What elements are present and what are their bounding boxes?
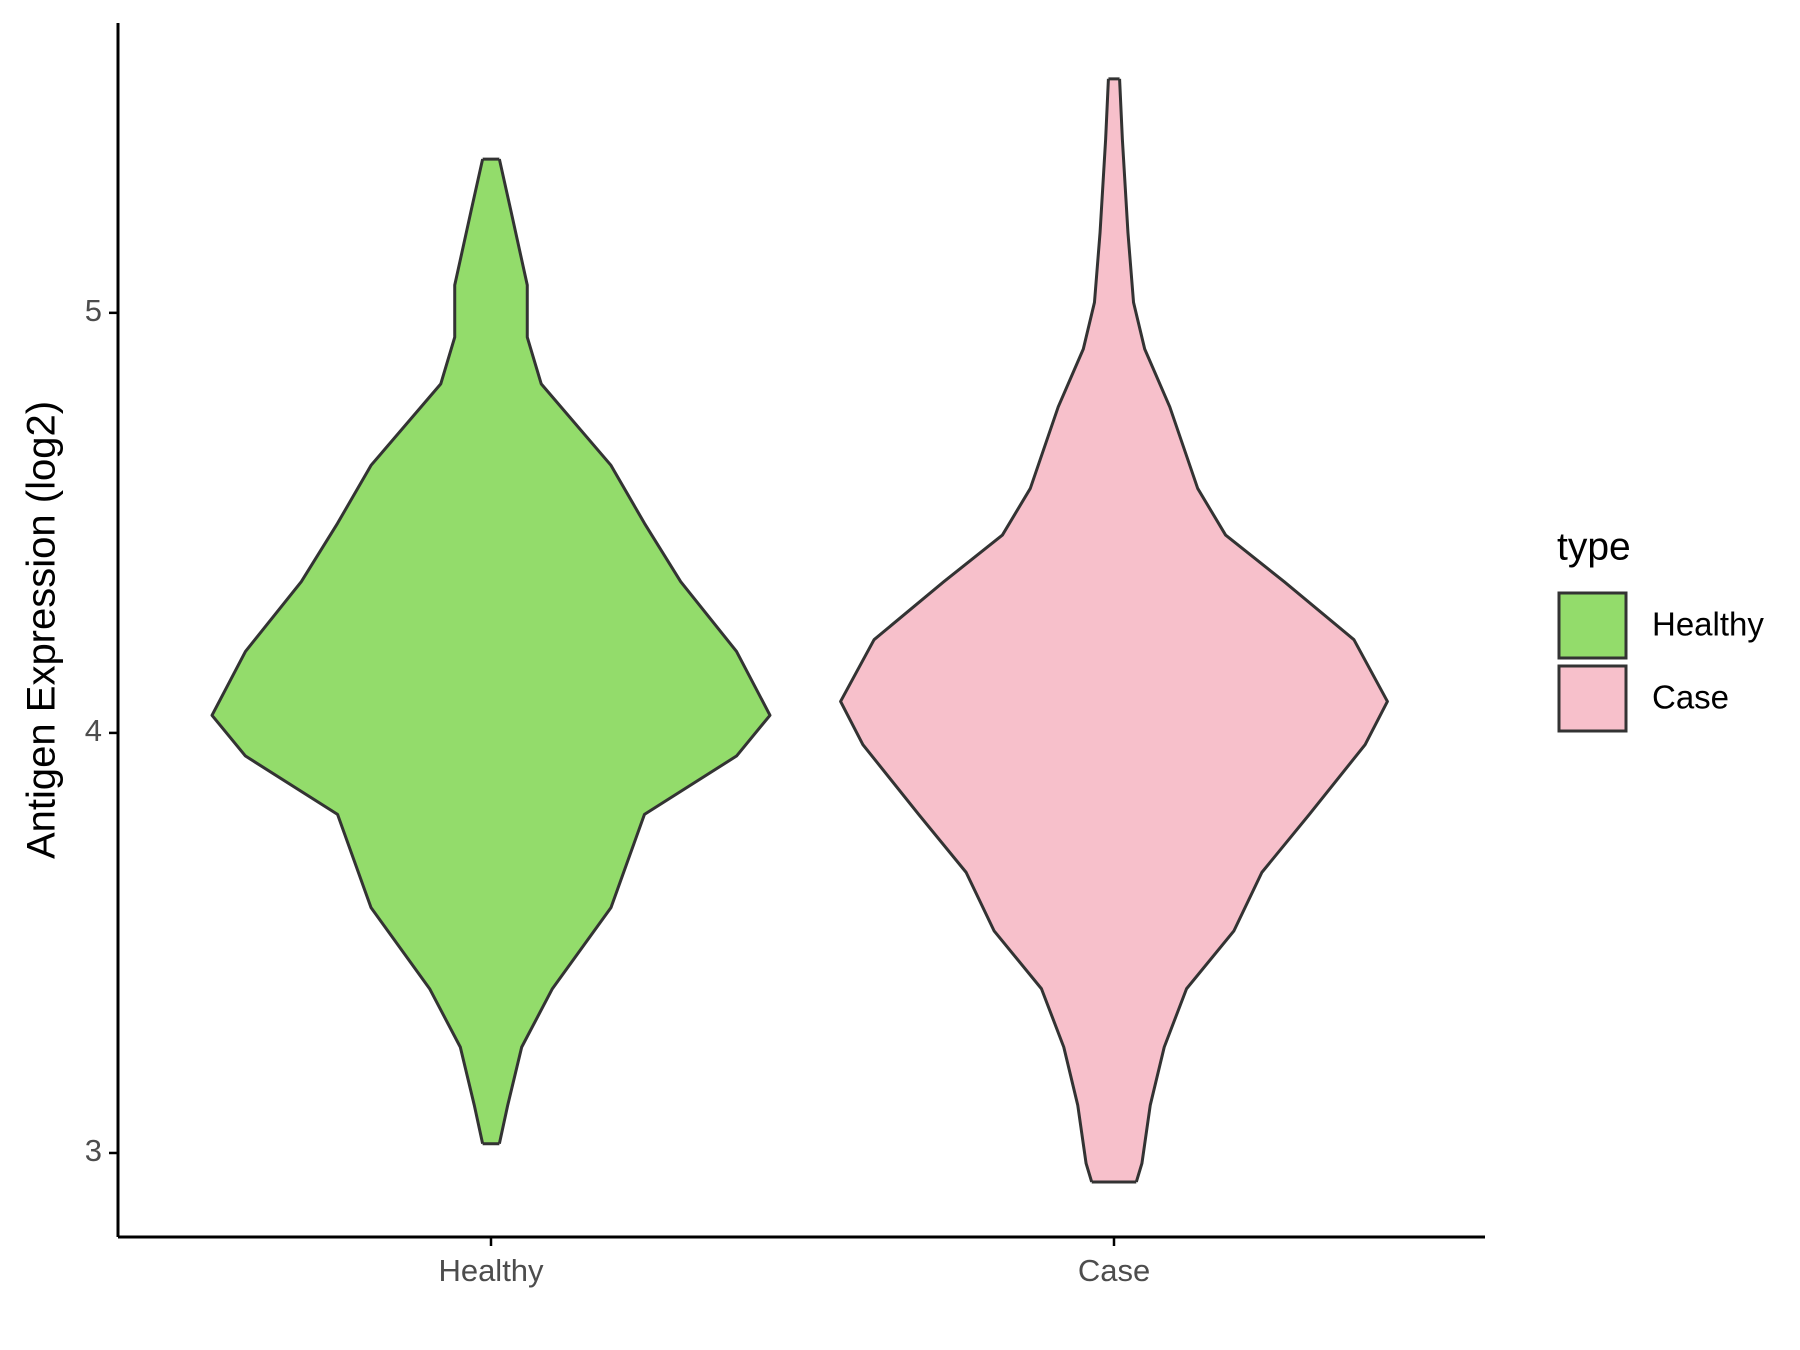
y-tick-label: 3 — [85, 1133, 102, 1168]
legend-label: Healthy — [1652, 606, 1764, 643]
violin-left-outline — [210, 158, 485, 1145]
x-tick-label: Healthy — [438, 1253, 544, 1288]
x-tick-label: Case — [1078, 1253, 1150, 1288]
y-tick-label: 5 — [85, 293, 102, 328]
y-axis-title: Antigen Expression (log2) — [20, 401, 64, 859]
violin-left-outline — [839, 78, 1110, 1183]
legend-label: Case — [1652, 679, 1729, 716]
violin-right-outline — [1118, 78, 1389, 1183]
violin-body — [840, 78, 1388, 1182]
violin-right-outline — [497, 158, 772, 1145]
legend-swatch — [1557, 664, 1628, 733]
violin-body — [212, 159, 770, 1144]
y-tick-label: 4 — [85, 713, 102, 748]
legend-title: type — [1557, 525, 1631, 568]
legend-swatch — [1557, 591, 1628, 660]
